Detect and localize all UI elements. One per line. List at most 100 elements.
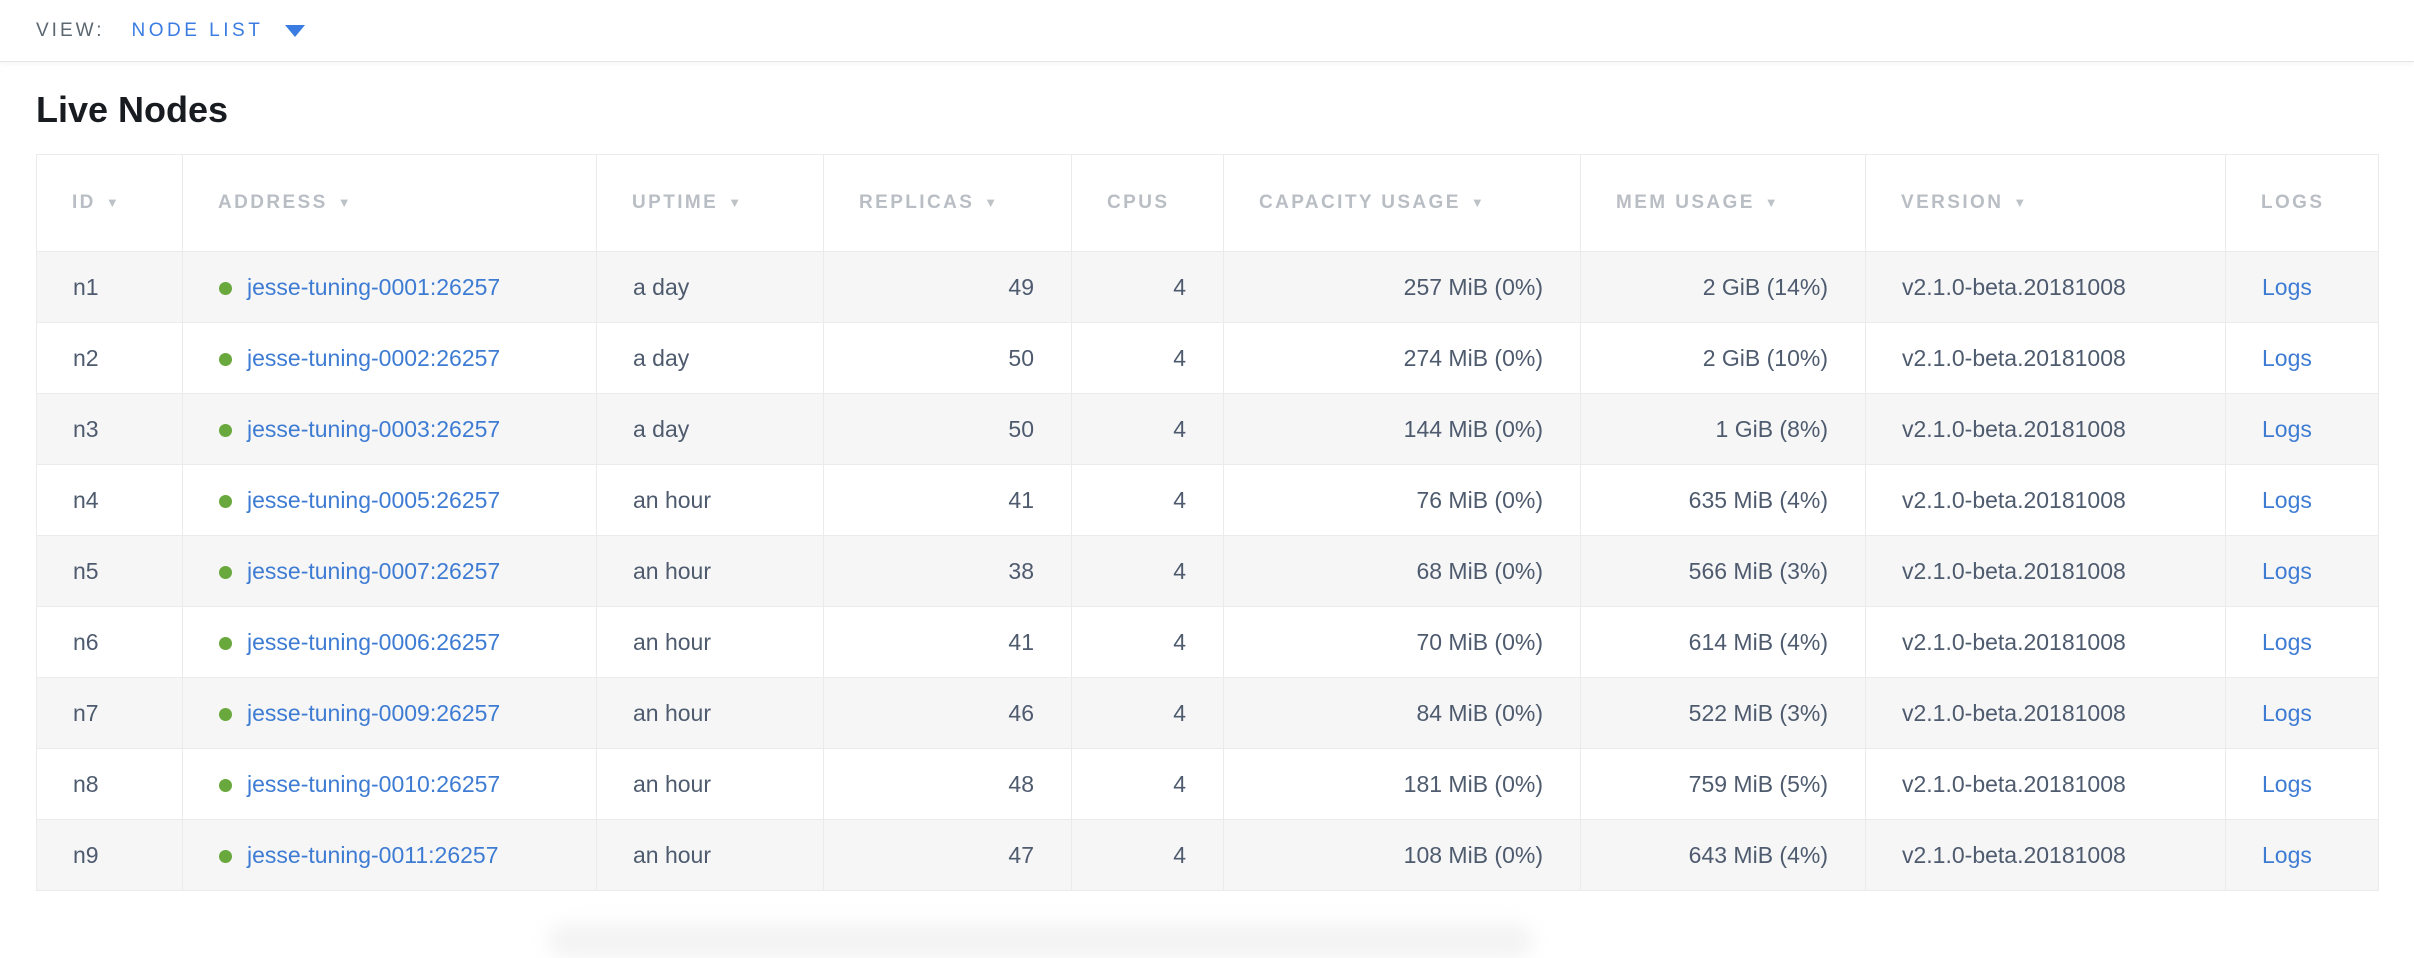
cell-address: jesse-tuning-0009:26257	[182, 677, 597, 749]
node-replicas: 50	[1008, 344, 1034, 371]
sort-desc-icon: ▼	[1470, 195, 1484, 210]
node-uptime: an hour	[633, 628, 712, 655]
node-logs-link[interactable]: Logs	[2262, 699, 2312, 726]
node-address-link[interactable]: jesse-tuning-0001:26257	[247, 273, 501, 300]
node-mem-usage: 2 GiB (14%)	[1702, 273, 1828, 300]
node-row-n5: n5 jesse-tuning-0007:26257 an hour 38 4 68 Mi…	[36, 535, 2379, 607]
node-row-n9: n9 jesse-tuning-0011:26257 an hour 47 4 108 M…	[36, 819, 2379, 891]
node-logs-link[interactable]: Logs	[2262, 344, 2312, 371]
node-mem-usage: 522 MiB (3%)	[1688, 699, 1828, 726]
node-capacity-usage: 181 MiB (0%)	[1403, 770, 1543, 797]
node-mem-usage: 643 MiB (4%)	[1688, 841, 1828, 868]
cell-logs: Logs	[2225, 677, 2379, 749]
node-address-link[interactable]: jesse-tuning-0007:26257	[247, 557, 501, 584]
node-capacity-usage: 76 MiB (0%)	[1416, 486, 1543, 513]
node-address-link[interactable]: jesse-tuning-0009:26257	[247, 699, 501, 726]
cell-version: v2.1.0-beta.20181008	[1865, 251, 2226, 323]
node-row-n7: n7 jesse-tuning-0009:26257 an hour 46 4 84 Mi…	[36, 677, 2379, 749]
node-cpus: 4	[1173, 557, 1186, 584]
column-header-address[interactable]: ADDRESS ▼	[182, 154, 597, 252]
node-capacity-usage: 257 MiB (0%)	[1403, 273, 1543, 300]
node-id: n2	[73, 344, 99, 371]
node-replicas: 46	[1008, 699, 1034, 726]
sort-desc-icon: ▼	[728, 195, 742, 210]
node-logs-link[interactable]: Logs	[2262, 486, 2312, 513]
cell-logs: Logs	[2225, 322, 2379, 394]
node-replicas: 50	[1008, 415, 1034, 442]
live-status-dot-icon	[219, 636, 232, 650]
cell-version: v2.1.0-beta.20181008	[1865, 464, 2226, 536]
selected-view: NODE LIST	[131, 19, 264, 41]
node-logs-link[interactable]: Logs	[2262, 841, 2312, 868]
node-mem-usage: 759 MiB (5%)	[1688, 770, 1828, 797]
node-address-link[interactable]: jesse-tuning-0011:26257	[247, 841, 499, 868]
cell-logs: Logs	[2225, 464, 2379, 536]
cell-address: jesse-tuning-0001:26257	[182, 251, 597, 323]
dropdown-caret-icon	[285, 24, 306, 37]
cell-cpus: 4	[1071, 606, 1224, 678]
node-logs-link[interactable]: Logs	[2262, 770, 2312, 797]
cell-capacity: 68 MiB (0%)	[1223, 535, 1581, 607]
cell-logs: Logs	[2225, 606, 2379, 678]
node-uptime: an hour	[633, 770, 712, 797]
cell-cpus: 4	[1071, 677, 1224, 749]
cell-address: jesse-tuning-0010:26257	[182, 748, 597, 820]
column-header-id[interactable]: ID ▼	[36, 154, 183, 252]
table-header-row: ID ▼ ADDRESS ▼ UPTIME ▼ REPLICAS ▼ CPUS CAPACITY …	[36, 154, 2379, 252]
cell-mem: 635 MiB (4%)	[1580, 464, 1866, 536]
cell-id: n2	[36, 322, 183, 394]
column-header-uptime[interactable]: UPTIME ▼	[596, 154, 824, 252]
view-selector-dropdown[interactable]: NODE LIST	[132, 20, 306, 42]
cell-capacity: 108 MiB (0%)	[1223, 819, 1581, 891]
node-logs-link[interactable]: Logs	[2262, 273, 2312, 300]
cell-cpus: 4	[1071, 251, 1224, 323]
node-uptime: an hour	[633, 486, 712, 513]
node-address-link[interactable]: jesse-tuning-0005:26257	[247, 486, 501, 513]
node-uptime: a day	[633, 344, 690, 371]
node-address-link[interactable]: jesse-tuning-0003:26257	[247, 415, 501, 442]
node-version: v2.1.0-beta.20181008	[1902, 770, 2126, 797]
node-mem-usage: 635 MiB (4%)	[1688, 486, 1828, 513]
cell-replicas: 38	[823, 535, 1072, 607]
cell-address: jesse-tuning-0006:26257	[182, 606, 597, 678]
column-header-mem[interactable]: MEM USAGE ▼	[1580, 154, 1866, 252]
node-version: v2.1.0-beta.20181008	[1902, 273, 2126, 300]
cell-id: n3	[36, 393, 183, 465]
node-version: v2.1.0-beta.20181008	[1902, 415, 2126, 442]
node-address-link[interactable]: jesse-tuning-0006:26257	[247, 628, 501, 655]
cell-cpus: 4	[1071, 748, 1224, 820]
node-version: v2.1.0-beta.20181008	[1902, 344, 2126, 371]
cell-logs: Logs	[2225, 819, 2379, 891]
node-logs-link[interactable]: Logs	[2262, 557, 2312, 584]
node-version: v2.1.0-beta.20181008	[1902, 557, 2126, 584]
column-header-replicas[interactable]: REPLICAS ▼	[823, 154, 1072, 252]
node-cpus: 4	[1173, 344, 1186, 371]
column-header-capacity[interactable]: CAPACITY USAGE ▼	[1223, 154, 1581, 252]
live-status-dot-icon	[219, 707, 232, 721]
cell-uptime: an hour	[596, 535, 824, 607]
column-label: ADDRESS	[218, 192, 328, 213]
node-replicas: 38	[1008, 557, 1034, 584]
cell-capacity: 274 MiB (0%)	[1223, 322, 1581, 394]
cell-capacity: 84 MiB (0%)	[1223, 677, 1581, 749]
node-logs-link[interactable]: Logs	[2262, 415, 2312, 442]
node-id: n4	[73, 486, 99, 513]
cell-cpus: 4	[1071, 322, 1224, 394]
cell-version: v2.1.0-beta.20181008	[1865, 606, 2226, 678]
cell-uptime: a day	[596, 393, 824, 465]
cell-mem: 566 MiB (3%)	[1580, 535, 1866, 607]
column-header-logs: LOGS	[2225, 154, 2379, 252]
node-address-link[interactable]: jesse-tuning-0010:26257	[247, 770, 501, 797]
node-id: n3	[73, 415, 99, 442]
node-row-n6: n6 jesse-tuning-0006:26257 an hour 41 4 70 Mi…	[36, 606, 2379, 678]
node-id: n5	[73, 557, 99, 584]
cell-uptime: an hour	[596, 677, 824, 749]
cell-capacity: 144 MiB (0%)	[1223, 393, 1581, 465]
node-address-link[interactable]: jesse-tuning-0002:26257	[247, 344, 501, 371]
node-row-n2: n2 jesse-tuning-0002:26257 a day 50 4 274 MiB…	[36, 322, 2379, 394]
cell-id: n9	[36, 819, 183, 891]
column-header-version[interactable]: VERSION ▼	[1865, 154, 2226, 252]
node-logs-link[interactable]: Logs	[2262, 628, 2312, 655]
node-replicas: 41	[1008, 486, 1034, 513]
node-capacity-usage: 84 MiB (0%)	[1416, 699, 1543, 726]
